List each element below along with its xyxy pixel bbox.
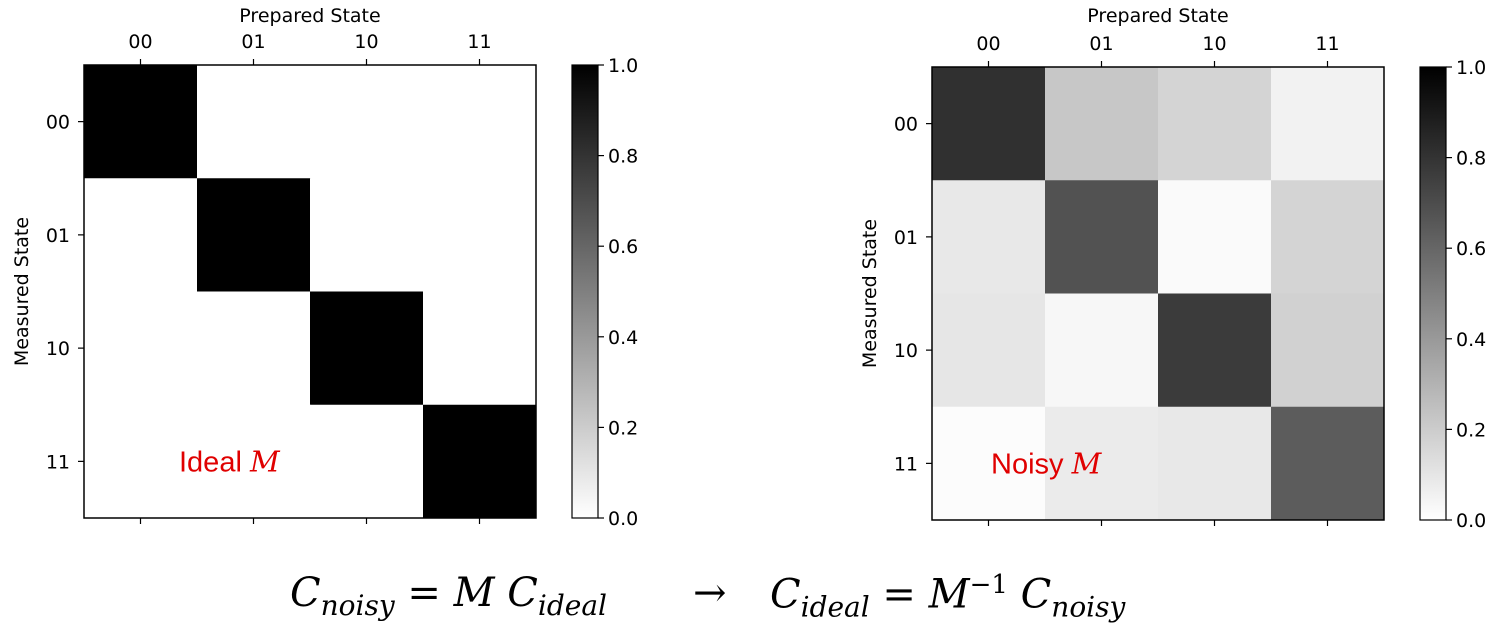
colorbar-tick-label-ideal-0.6: 0.6: [608, 236, 638, 258]
heatmap-cell-ideal-00-10: [310, 65, 424, 179]
y-tick-label-ideal-01: 01: [46, 225, 70, 247]
colorbar-tick-label-ideal-0.4: 0.4: [608, 327, 638, 349]
heatmap-figure: 00 01 10 11 00 01 10 11 Prepared State Measured S…: [11, 5, 1486, 532]
heatmap-cell-ideal-11-01: [197, 404, 311, 519]
colorbar-tick-label-noisy-0.8: 0.8: [1456, 148, 1486, 170]
formula-arrow: →: [693, 570, 727, 616]
heatmap-cell-noisy-11-00: [932, 406, 1046, 521]
heatmap-frame-noisy: [931, 66, 1385, 521]
colorbar-tick-label-noisy-0.6: 0.6: [1456, 238, 1486, 260]
heatmap-cell-noisy-00-00: [932, 67, 1046, 181]
x-tick-label-ideal-00: 00: [128, 31, 152, 53]
colorbar-tick-label-noisy-0.0: 0.0: [1456, 510, 1486, 532]
x-tick-label-noisy-10: 10: [1202, 33, 1226, 55]
colorbar-noisy: [1419, 66, 1447, 521]
heatmap-cell-ideal-11-10: [310, 404, 424, 519]
heatmap-cell-ideal-01-11: [423, 178, 537, 292]
x-tick-label-noisy-01: 01: [1089, 33, 1113, 55]
y-tick-label-ideal-00: 00: [46, 112, 70, 134]
colorbar-tick-label-ideal-1.0: 1.0: [608, 55, 638, 77]
x-tick-label-noisy-00: 00: [976, 33, 1000, 55]
y-tick-label-noisy-11: 11: [894, 453, 918, 475]
colorbar-tick-label-ideal-0.0: 0.0: [608, 508, 638, 530]
x-tick-label-ideal-10: 10: [354, 31, 378, 53]
heatmap-cell-noisy-01-10: [1158, 180, 1272, 294]
colorbar-tick-label-ideal-0.8: 0.8: [608, 146, 638, 168]
heatmap-cell-noisy-10-11: [1271, 293, 1385, 408]
annotation-math-ideal: M: [249, 444, 281, 478]
heatmap-cell-ideal-00-11: [423, 65, 537, 179]
annotation-ideal: Ideal M: [179, 444, 281, 478]
heatmap-cell-ideal-01-00: [84, 178, 198, 292]
x-axis-label-ideal: Prepared State: [239, 5, 380, 27]
heatmap-cell-noisy-11-11: [1271, 406, 1385, 521]
formula-right: Cideal = M−1 Cnoisy: [770, 570, 1126, 624]
y-tick-label-noisy-01: 01: [894, 227, 918, 249]
heatmap-cell-noisy-11-10: [1158, 406, 1272, 521]
heatmap-cell-noisy-10-01: [1045, 293, 1159, 408]
formula-line: Cnoisy = M Cideal → Cideal = M−1 Cnoisy: [0, 570, 1506, 637]
heatmap-cell-ideal-10-10: [310, 291, 424, 406]
colorbar-tick-label-noisy-1.0: 1.0: [1456, 57, 1486, 79]
heatmap-cell-ideal-10-01: [197, 291, 311, 406]
x-axis-label-noisy: Prepared State: [1087, 5, 1228, 27]
y-tick-label-noisy-00: 00: [894, 114, 918, 136]
heatmap-cell-noisy-01-11: [1271, 180, 1385, 294]
x-tick-label-ideal-01: 01: [241, 31, 265, 53]
formula-left: Cnoisy = M Cideal: [290, 570, 607, 622]
heatmap-cell-ideal-01-01: [197, 178, 311, 292]
heatmap-frame-ideal: [83, 64, 537, 519]
heatmap-cell-ideal-10-11: [423, 291, 537, 406]
y-axis-label-ideal: Measured State: [11, 217, 33, 366]
heatmap-cell-noisy-10-00: [932, 293, 1046, 408]
annotation-noisy: Noisy M: [991, 446, 1103, 480]
y-axis-label-noisy: Measured State: [859, 219, 881, 368]
heatmap-cell-ideal-10-00: [84, 291, 198, 406]
x-tick-label-ideal-11: 11: [467, 31, 491, 53]
y-tick-label-ideal-11: 11: [46, 451, 70, 473]
heatmap-cell-ideal-11-11: [423, 404, 537, 519]
heatmap-cell-noisy-01-00: [932, 180, 1046, 294]
heatmap-cell-ideal-00-01: [197, 65, 311, 179]
colorbar-tick-label-ideal-0.2: 0.2: [608, 417, 638, 439]
heatmap-cell-noisy-00-11: [1271, 67, 1385, 181]
x-tick-label-noisy-11: 11: [1315, 33, 1339, 55]
heatmap-cell-noisy-01-01: [1045, 180, 1159, 294]
heatmap-cell-ideal-11-00: [84, 404, 198, 519]
y-tick-label-ideal-10: 10: [46, 338, 70, 360]
annotation-text-noisy: Noisy: [991, 448, 1072, 480]
annotation-math-noisy: M: [1071, 446, 1103, 480]
heatmap-cell-noisy-11-01: [1045, 406, 1159, 521]
annotation-text-ideal: Ideal: [179, 446, 250, 478]
heatmap-cell-noisy-00-01: [1045, 67, 1159, 181]
heatmap-cell-ideal-01-10: [310, 178, 424, 292]
colorbar-tick-label-noisy-0.4: 0.4: [1456, 329, 1486, 351]
heatmap-cell-noisy-00-10: [1158, 67, 1272, 181]
heatmap-cell-noisy-10-10: [1158, 293, 1272, 408]
colorbar-tick-label-noisy-0.2: 0.2: [1456, 419, 1486, 441]
heatmap-cell-ideal-00-00: [84, 65, 198, 179]
y-tick-label-noisy-10: 10: [894, 340, 918, 362]
colorbar-ideal: [571, 64, 599, 519]
